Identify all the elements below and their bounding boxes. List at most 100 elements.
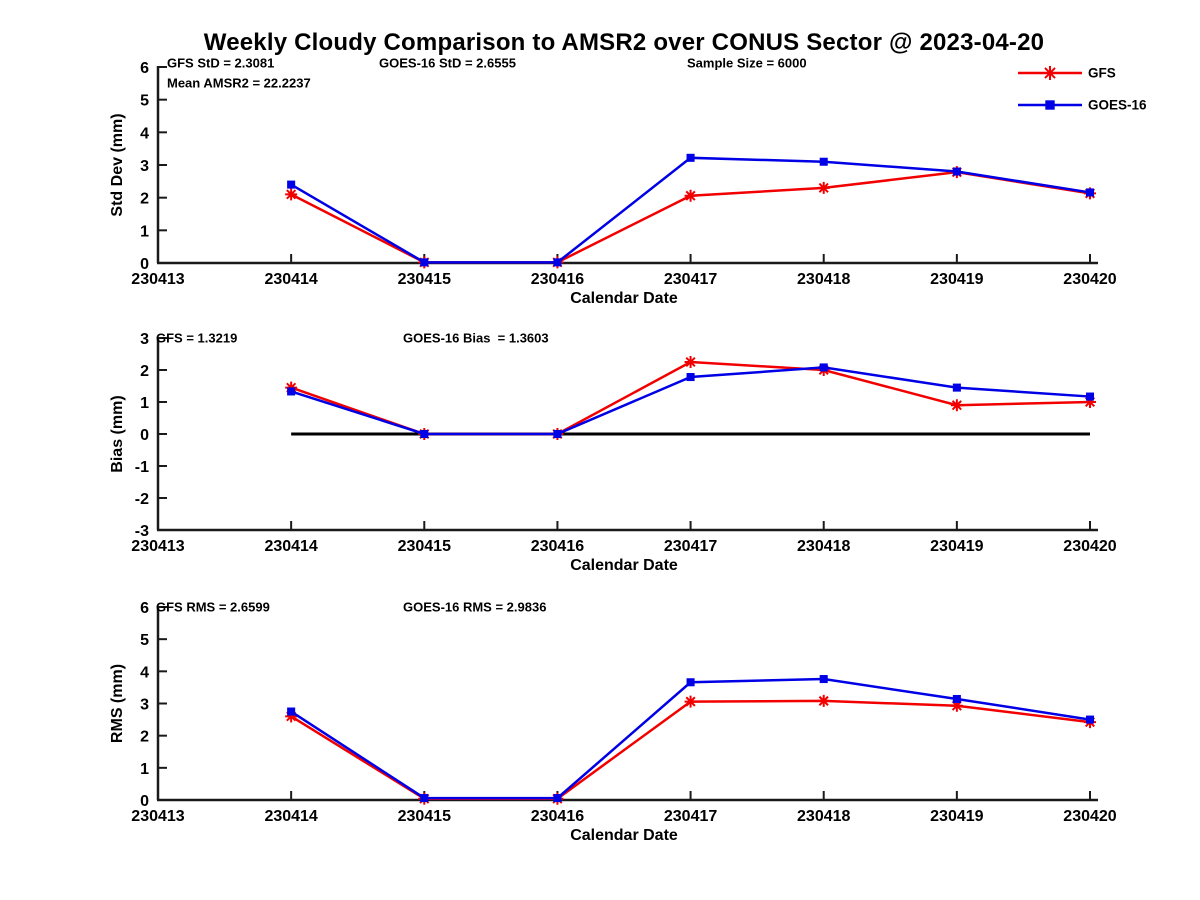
- x-tick-label: 230420: [1063, 808, 1116, 825]
- x-tick-label: 230419: [930, 538, 983, 555]
- y-tick-label: 2: [140, 191, 149, 208]
- y-tick-label: 0: [140, 256, 149, 273]
- square-marker: [819, 675, 828, 684]
- x-tick-label: 230416: [531, 538, 584, 555]
- series-gfs: [285, 694, 1096, 805]
- x-axis-label: Calendar Date: [570, 557, 678, 574]
- x-tick-label: 230417: [664, 538, 717, 555]
- square-marker: [952, 383, 961, 392]
- stat-annotation: GOES-16 Bias = 1.3603: [403, 331, 549, 346]
- y-tick-label: 2: [140, 363, 149, 380]
- x-tick-label: 230419: [930, 808, 983, 825]
- legend-square-marker: [1045, 100, 1055, 110]
- square-marker: [819, 363, 828, 372]
- square-marker: [553, 794, 562, 803]
- x-tick-label: 230418: [797, 808, 850, 825]
- y-tick-label: 4: [140, 664, 149, 681]
- asterisk-marker: [684, 189, 697, 202]
- series-line: [290, 360, 1091, 436]
- asterisk-marker: [817, 181, 830, 194]
- x-tick-label: 230415: [398, 808, 451, 825]
- x-axis-label: Calendar Date: [570, 290, 678, 307]
- stat-annotation: GFS = 1.3219: [156, 331, 237, 346]
- stat-annotation: GOES-16 RMS = 2.9836: [403, 600, 546, 615]
- axis-lines: [156, 66, 1098, 265]
- y-tick-label: 1: [140, 223, 149, 240]
- square-marker: [420, 794, 429, 803]
- square-marker: [686, 373, 695, 382]
- y-tick-label: 6: [140, 600, 149, 617]
- chart-bias: -3 -2 -1 0 1 2 3 230413 230414 230415 230416 230417…: [109, 331, 1117, 574]
- asterisk-marker: [684, 356, 697, 368]
- legend-entry-gfs: GFS: [1018, 66, 1116, 81]
- stat-annotation: GFS RMS = 2.6599: [156, 600, 270, 615]
- y-tick-label: 3: [140, 158, 149, 175]
- stat-annotation: Sample Size = 6000: [687, 56, 807, 71]
- x-axis-label: Calendar Date: [570, 827, 678, 844]
- x-tick-label: 230420: [1063, 538, 1116, 555]
- legend-label: GOES-16: [1088, 98, 1147, 113]
- x-tick-label: 230414: [264, 538, 317, 555]
- square-marker: [686, 678, 695, 687]
- chart-rms: 0 1 2 3 4 5 6 230413 230414 230415 230416 230417 230…: [109, 600, 1117, 844]
- square-marker: [1085, 188, 1095, 197]
- stat-annotation: GFS StD = 2.3081: [167, 56, 274, 71]
- x-tick-label: 230413: [131, 538, 184, 555]
- asterisk-marker: [285, 188, 298, 201]
- x-tick-label: 230413: [131, 808, 184, 825]
- square-marker: [287, 707, 296, 716]
- square-marker: [287, 180, 296, 189]
- x-tick-label: 230417: [664, 808, 717, 825]
- figure-title: Weekly Cloudy Comparison to AMSR2 over C…: [203, 29, 1045, 56]
- y-tick-label: 3: [140, 697, 149, 714]
- square-marker: [819, 157, 828, 166]
- x-tick-label: 230414: [264, 808, 317, 825]
- square-marker: [420, 258, 429, 267]
- y-tick-label: 5: [140, 632, 149, 649]
- y-tick-label: 5: [140, 93, 149, 110]
- asterisk-marker: [950, 399, 963, 412]
- series-line: [290, 156, 1091, 264]
- x-tick-label: 230416: [531, 808, 584, 825]
- x-tick-label: 230417: [664, 271, 717, 288]
- series-goes-16: [287, 363, 1095, 439]
- x-tick-label: 230418: [797, 271, 850, 288]
- y-tick-label: 6: [140, 60, 149, 77]
- y-tick-label: -2: [135, 491, 149, 508]
- y-tick-label: 0: [140, 427, 149, 444]
- square-marker: [553, 429, 562, 439]
- series-goes-16: [287, 675, 1095, 803]
- legend-label: GFS: [1088, 66, 1116, 81]
- y-tick-label: 2: [140, 729, 149, 746]
- x-tick-label: 230413: [131, 271, 184, 288]
- x-tick-label: 230419: [930, 271, 983, 288]
- square-marker: [420, 429, 429, 439]
- series-goes-16: [287, 153, 1095, 267]
- square-marker: [686, 153, 695, 162]
- asterisk-marker: [950, 699, 963, 712]
- y-tick-label: -1: [135, 459, 149, 476]
- square-marker: [1085, 392, 1095, 401]
- x-tick-label: 230420: [1063, 271, 1116, 288]
- x-tick-label: 230416: [531, 271, 584, 288]
- legend-asterisk-marker: [1043, 66, 1057, 80]
- stat-annotation: Mean AMSR2 = 22.2237: [167, 76, 311, 91]
- legend: GFS GOES-16: [1018, 66, 1147, 113]
- y-axis-label: Bias (mm): [109, 395, 126, 472]
- y-tick-label: 1: [140, 395, 149, 412]
- y-tick-label: -3: [135, 523, 149, 540]
- asterisk-marker: [1084, 396, 1096, 408]
- legend-entry-goes-16: GOES-16: [1018, 98, 1147, 113]
- y-axis-label: RMS (mm): [109, 664, 126, 743]
- y-tick-label: 3: [140, 331, 149, 348]
- stat-annotation: GOES-16 StD = 2.6555: [379, 56, 516, 71]
- x-tick-label: 230415: [398, 538, 451, 555]
- square-marker: [952, 694, 961, 704]
- square-marker: [287, 387, 296, 396]
- asterisk-marker: [817, 694, 830, 707]
- y-tick-label: 4: [140, 125, 149, 142]
- asterisk-marker: [684, 695, 697, 708]
- x-tick-label: 230418: [797, 538, 850, 555]
